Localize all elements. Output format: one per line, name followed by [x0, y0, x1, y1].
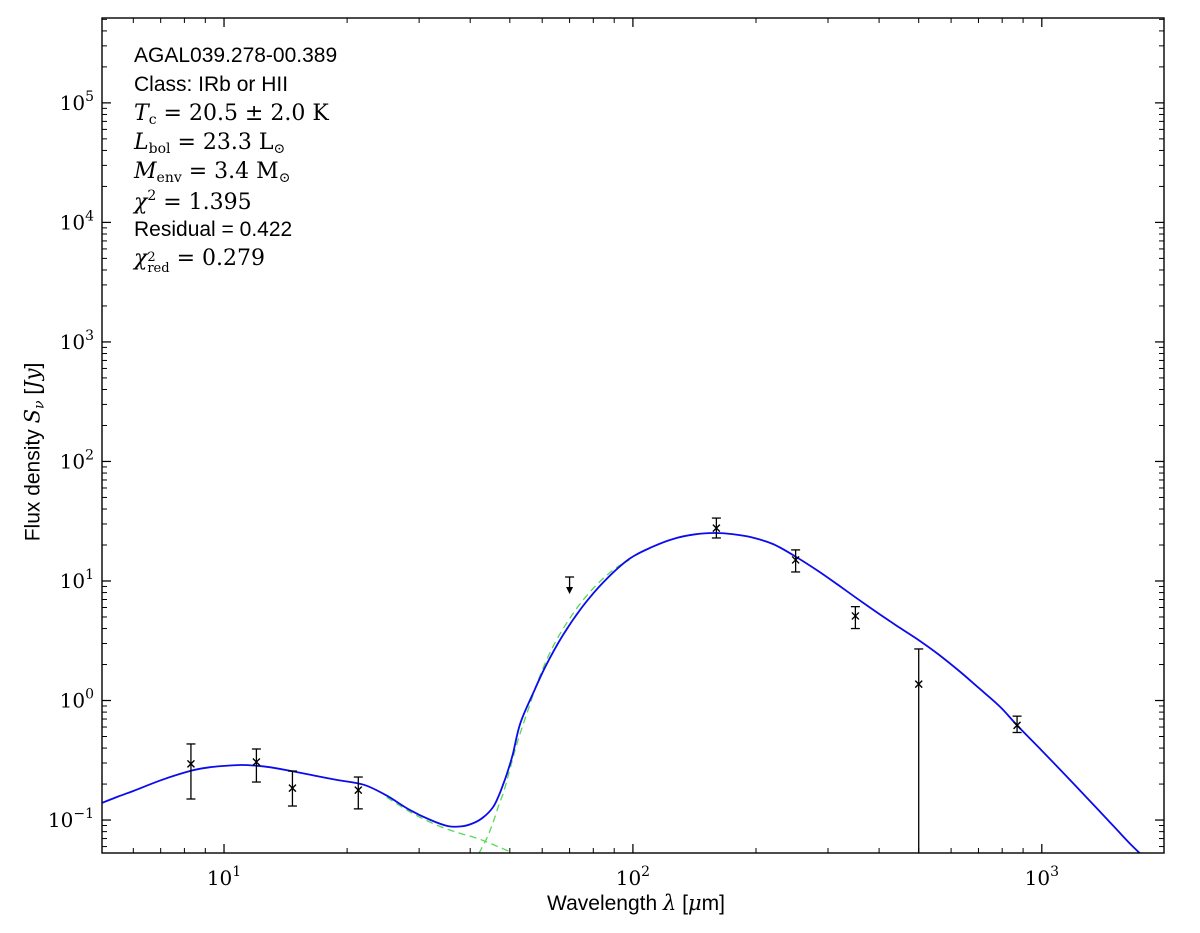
- annotation-segment: = 20.5 ± 2.0 K: [156, 101, 329, 126]
- x-marker: [791, 555, 800, 564]
- xlabel-segment: Wavelength: [547, 892, 663, 915]
- annotation-line-1: AGAL039.278-00.389: [134, 43, 337, 72]
- y-axis-label: Flux density Sν [Jy]: [21, 363, 48, 542]
- x-marker: [851, 611, 860, 620]
- x-marker: [288, 784, 297, 793]
- y-tick-label: 104: [60, 208, 94, 234]
- x-marker: [1013, 721, 1022, 730]
- ylabel-segment: [: [21, 388, 45, 401]
- data-points: [186, 517, 1022, 853]
- data-point: [850, 605, 860, 630]
- data-point: [251, 748, 261, 783]
- ylabel-segment: S: [20, 409, 45, 424]
- axes: 101 102 103 10−1 100 101 102 103 104 105: [48, 17, 1165, 890]
- annotation-segment: Residual = 0.422: [134, 218, 293, 241]
- annotation-segment: AGAL039.278-00.389: [134, 44, 338, 67]
- annotation-segment: c: [148, 112, 157, 128]
- x-marker: [354, 786, 363, 795]
- data-point: [791, 549, 801, 573]
- annotation-line-2: Class: IRb or HII: [134, 72, 337, 101]
- model-curves: [102, 532, 1141, 853]
- warm-component-curve: [386, 796, 515, 853]
- y-tick-label: 105: [60, 89, 94, 115]
- ylabel-segment: ν: [31, 400, 48, 410]
- y-tick-label: 10−1: [48, 806, 94, 832]
- annotation-segment: ⊙: [273, 141, 286, 157]
- total-model-fit-curve: [102, 532, 1141, 853]
- annotation-segment: = 3.4 M: [181, 159, 279, 184]
- annotation-segment: ⊙: [278, 170, 291, 186]
- xlabel-segment: [: [676, 892, 688, 915]
- annotation-line-7: Residual = 0.422: [134, 217, 337, 246]
- y-tick-label: 103: [60, 328, 94, 354]
- annotation-segment: 2: [147, 188, 157, 204]
- annotation-line-6: χ2 = 1.395: [134, 188, 337, 217]
- annotation-segment: χ: [134, 246, 148, 271]
- x-marker: [252, 757, 261, 766]
- x-tick-label: 103: [1025, 864, 1059, 890]
- x-axis-label: Wavelength λ [μm]: [547, 891, 725, 916]
- data-point: [186, 743, 196, 800]
- annotation-segment: = 1.395: [156, 190, 252, 215]
- annotation-segment: L: [134, 130, 149, 155]
- annotation-line-8: χ 2 red = 0.279: [134, 246, 337, 275]
- x-marker: [186, 759, 195, 768]
- ylabel-segment: Flux density: [21, 423, 45, 542]
- xlabel-segment: m]: [701, 892, 725, 915]
- y-tick-label: 102: [60, 447, 94, 473]
- ylabel-segment: Jy: [20, 368, 45, 389]
- y-tick-label: 100: [60, 687, 94, 713]
- xlabel-segment: μ: [687, 891, 702, 915]
- x-marker: [914, 680, 923, 689]
- data-point: [1012, 715, 1022, 734]
- annotation-line-3: Tc = 20.5 ± 2.0 K: [134, 101, 337, 130]
- data-point: [914, 648, 924, 853]
- annotation-segment: χ: [134, 190, 148, 215]
- annotation-segment: = 0.279: [169, 246, 265, 271]
- x-tick-label: 102: [616, 864, 650, 890]
- cold-component-curve: [478, 559, 630, 853]
- y-tick-label: 101: [60, 567, 94, 593]
- xlabel-segment: λ: [662, 891, 677, 915]
- annotation-segment: M: [134, 159, 157, 184]
- annotation-segment: env: [156, 170, 182, 186]
- annotation-segment: = 23.3 L: [170, 130, 274, 155]
- supsub-segment: 2 red: [147, 250, 170, 276]
- ylabel-segment: ]: [21, 362, 45, 369]
- annotation-segment: bol: [148, 141, 171, 157]
- annotation-segment: T: [134, 101, 149, 126]
- upper-limit-arrowhead: [566, 586, 574, 594]
- upper-limit-arrow: [565, 576, 575, 594]
- annotation-segment: Class: IRb or HII: [134, 73, 289, 96]
- x-marker: [712, 524, 721, 533]
- annotation-line-5: Menv = 3.4 M⊙: [134, 159, 337, 188]
- annotation-line-4: Lbol = 23.3 L⊙: [134, 130, 337, 159]
- x-tick-label: 101: [207, 864, 241, 890]
- data-point: [353, 776, 363, 810]
- fit-parameters-annotation: AGAL039.278-00.389 Class: IRb or HII Tc = …: [134, 43, 337, 275]
- data-point: [287, 770, 297, 807]
- data-point: [711, 517, 721, 539]
